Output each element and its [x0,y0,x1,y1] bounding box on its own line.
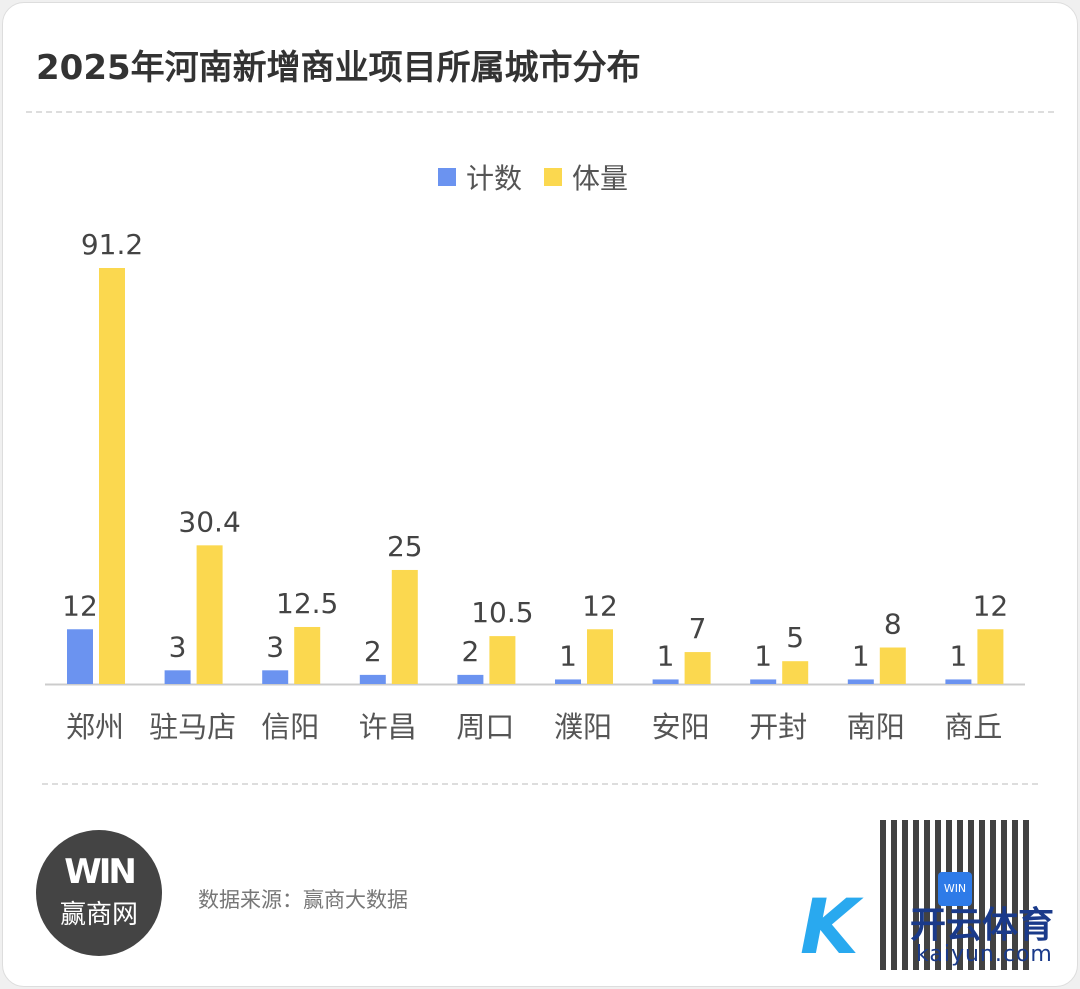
chart-title: 2025年河南新增商业项目所属城市分布 [36,48,641,88]
data-source: 数据来源：赢商大数据 [198,888,408,912]
bar-计数-许昌 [359,674,386,684]
x-tick-label: 商丘 [944,710,1002,744]
watermark: K 开云体育 kaiyun.com [800,882,1070,971]
bar-计数-安阳 [652,679,679,684]
bar-体量-驻马店 [196,545,223,684]
legend-swatch-0 [438,168,456,186]
data-label: 10.5 [471,596,533,629]
x-tick-label: 开封 [749,710,807,744]
legend-label-1: 体量 [572,162,628,195]
x-tick-label: 郑州 [66,710,124,744]
bar-体量-开封 [782,661,809,684]
data-label: 30.4 [178,505,240,538]
data-label: 1 [657,639,675,672]
legend-label-0: 计数 [466,162,522,195]
data-label: 12 [582,589,618,622]
x-tick-label: 濮阳 [554,710,612,744]
bar-体量-南阳 [879,647,906,684]
bar-计数-信阳 [262,670,289,684]
qr-center-logo: WIN [938,872,972,906]
data-label: 5 [786,621,804,654]
logo-name: 赢商网 [59,900,138,930]
x-tick-label: 驻马店 [149,710,236,744]
watermark-brand: 开云体育 [910,905,1055,946]
x-tick-label: 南阳 [847,710,905,744]
bar-计数-开封 [750,679,777,684]
data-label: 12 [62,589,98,622]
bar-计数-南阳 [847,679,874,684]
data-label: 1 [949,639,967,672]
bar-体量-安阳 [684,652,711,684]
bar-chart: 计数 体量 12 91.2 郑州 3 30.4 驻马店 3 12.5 信阳 2 25 许昌 2 10.5 周口 1… [45,162,1025,744]
data-label: 3 [266,630,284,663]
data-label: 3 [169,630,187,663]
bar-计数-驻马店 [164,670,191,684]
data-label: 91.2 [81,228,143,261]
data-label: 1 [559,639,577,672]
bar-体量-商丘 [977,629,1004,684]
data-label: 1 [852,639,870,672]
data-label: 2 [461,635,479,668]
bar-计数-郑州 [67,629,93,684]
bar-体量-周口 [489,636,516,684]
x-tick-label: 信阳 [261,710,319,744]
divider [26,111,1054,113]
divider [42,783,1038,785]
bar-体量-许昌 [391,569,418,684]
data-label: 12.5 [276,587,338,620]
x-tick-label: 安阳 [652,710,710,744]
data-label: 1 [754,639,772,672]
data-label: 2 [364,635,382,668]
data-label: 25 [387,530,423,563]
legend-swatch-1 [544,168,562,186]
bar-计数-周口 [457,674,484,684]
bar-体量-郑州 [99,268,125,684]
bar-体量-信阳 [294,626,321,684]
data-label: 12 [973,589,1009,622]
x-tick-label: 周口 [456,710,514,744]
bar-计数-商丘 [945,679,972,684]
winshang-logo: WIN 赢商网 [36,830,162,956]
data-label: 8 [884,608,902,641]
bar-体量-濮阳 [587,629,613,684]
watermark-url: kaiyun.com [916,942,1053,967]
bar-计数-濮阳 [555,679,581,684]
data-label: 7 [689,612,707,645]
watermark-k-icon: K [800,882,859,971]
x-tick-label: 许昌 [359,710,417,744]
logo-mark: WIN [64,852,137,892]
